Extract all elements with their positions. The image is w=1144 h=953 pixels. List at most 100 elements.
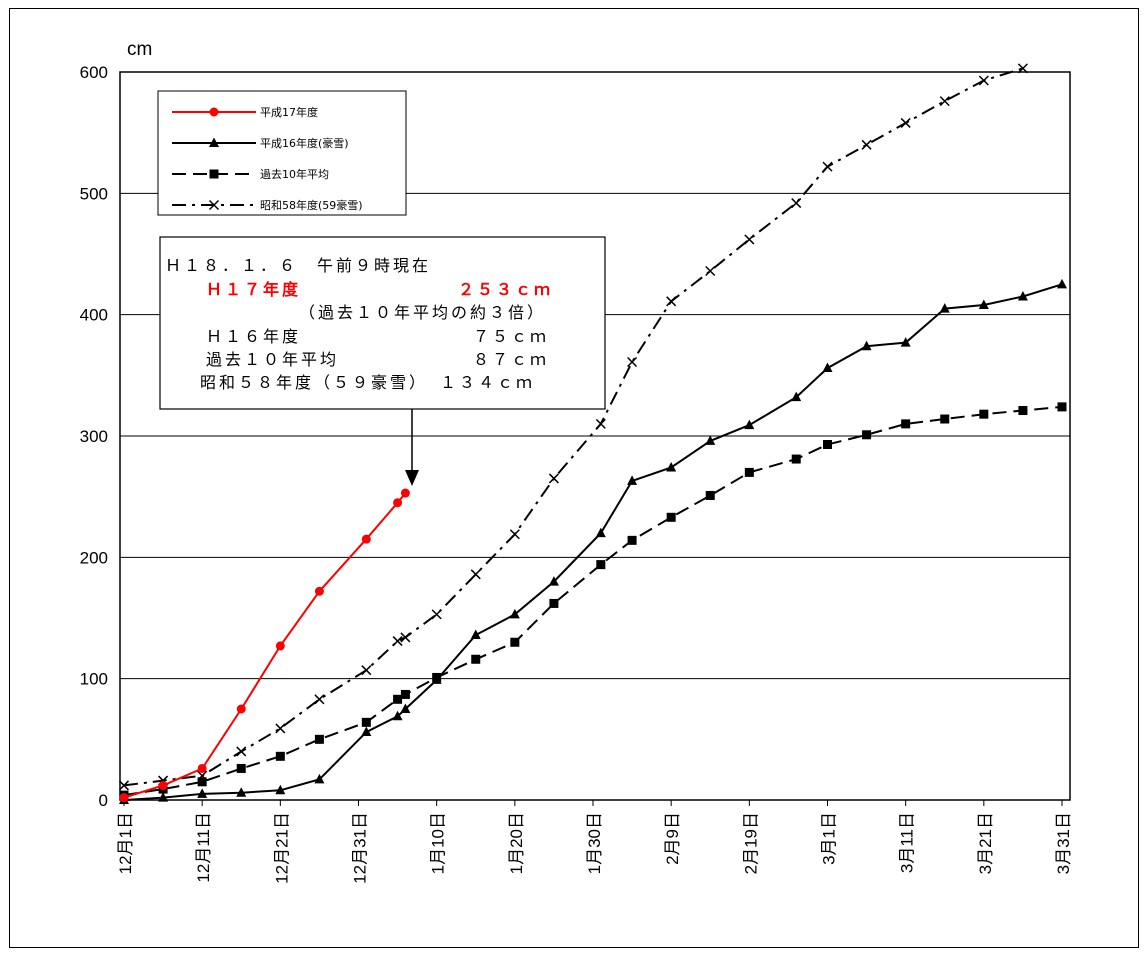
annotation-h17-label: Ｈ１７年度 — [206, 280, 301, 299]
data-point — [744, 419, 755, 430]
legend-label: 過去10年平均 — [260, 167, 329, 181]
y-axis-unit-label: cm — [127, 39, 152, 60]
data-point — [431, 674, 442, 684]
annotation-s58-value: １３４ｃｍ — [440, 373, 535, 392]
legend-label: 昭和58年度(59豪雪) — [260, 198, 363, 212]
data-point — [393, 694, 403, 704]
data-point — [666, 296, 677, 307]
data-point — [275, 723, 286, 734]
data-point — [197, 788, 208, 798]
annotation-avg-value: ８７ｃｍ — [473, 350, 549, 369]
data-point — [744, 467, 754, 477]
legend-label: 平成16年度(豪雪) — [260, 136, 349, 150]
data-point — [361, 665, 372, 676]
annotation-callout: Ｈ１８．１．６ 午前９時現在 Ｈ１７年度 ２５３ｃｍ （過去１０年平均の約３倍）… — [159, 236, 606, 486]
data-point — [361, 717, 371, 727]
data-point — [314, 734, 324, 744]
data-point — [627, 475, 638, 485]
x-tick-label: 12月21日 — [272, 812, 291, 884]
data-point — [400, 632, 411, 643]
data-point — [627, 535, 637, 545]
data-point — [1017, 290, 1028, 301]
data-point — [236, 787, 247, 797]
data-point — [470, 569, 481, 580]
data-point — [236, 746, 247, 757]
x-tick-label: 3月31日 — [1054, 812, 1073, 874]
x-tick-label: 1月30日 — [585, 812, 604, 874]
data-point — [361, 726, 372, 737]
data-point — [744, 234, 755, 245]
data-point — [939, 303, 950, 313]
annotation-box — [159, 236, 606, 410]
series-layer — [118, 63, 1067, 804]
annotation-arrow-head — [405, 470, 419, 486]
y-tick-label: 400 — [80, 306, 108, 325]
annotation-h16-value: ７５ｃｍ — [473, 327, 549, 346]
data-point — [431, 609, 442, 620]
data-point — [705, 490, 715, 500]
data-point — [705, 265, 716, 277]
data-point — [548, 473, 559, 484]
data-point — [595, 527, 606, 538]
data-point — [822, 362, 833, 373]
annotation-s58-label: 昭和５８年度（５９豪雪） — [200, 373, 428, 392]
data-point — [275, 641, 285, 651]
data-point — [823, 439, 832, 449]
data-point — [627, 356, 638, 368]
legend-swatch-marker — [208, 199, 220, 211]
data-point — [509, 608, 520, 619]
data-point — [392, 636, 403, 647]
data-point — [119, 793, 129, 803]
series-0 — [119, 488, 410, 803]
annotation-date: Ｈ１８．１．６ 午前９時現在 — [165, 256, 431, 275]
x-tick-label: 1月10日 — [429, 812, 448, 874]
data-point — [1057, 402, 1067, 412]
data-point — [595, 418, 606, 429]
y-tick-label: 300 — [80, 427, 108, 446]
data-point — [979, 409, 989, 419]
data-point — [978, 299, 989, 309]
legend-item: 平成17年度 — [172, 105, 318, 119]
data-point — [596, 560, 606, 570]
data-point — [361, 534, 371, 544]
x-axis-ticks: 12月1日 12月11日 12月21日 12月31日 1月10日 1月20日 1月30日 2月… — [116, 800, 1073, 884]
data-point — [861, 139, 872, 150]
data-point — [791, 198, 802, 209]
annotation-note: （過去１０年平均の約３倍） — [299, 303, 546, 322]
data-point — [549, 598, 559, 608]
series-line — [123, 283, 1063, 801]
data-point — [1017, 63, 1028, 74]
data-point — [197, 763, 207, 773]
annotation-h16-label: Ｈ１６年度 — [206, 327, 301, 346]
y-tick-label: 200 — [80, 548, 108, 567]
data-point — [118, 780, 130, 791]
data-point — [314, 773, 325, 784]
data-point — [314, 586, 324, 596]
plot-area-border — [119, 71, 1071, 801]
x-tick-label: 12月31日 — [351, 812, 370, 884]
data-point — [861, 340, 872, 351]
data-point — [901, 419, 911, 429]
data-point — [548, 576, 559, 586]
legend-item: 平成16年度(豪雪) — [172, 136, 349, 150]
data-point — [939, 96, 950, 107]
data-point — [392, 710, 403, 721]
data-point — [393, 498, 403, 508]
data-point — [400, 488, 410, 498]
data-point — [400, 689, 410, 699]
legend-item: 昭和58年度(59豪雪) — [172, 198, 363, 212]
x-tick-label: 3月11日 — [898, 812, 917, 873]
data-point — [314, 694, 325, 705]
data-point — [236, 704, 246, 714]
data-point — [822, 161, 833, 172]
x-tick-label: 12月1日 — [116, 812, 135, 874]
data-point — [862, 430, 872, 440]
data-point — [400, 703, 411, 713]
data-point — [978, 75, 989, 86]
annotation-avg-label: 過去１０年平均 — [206, 350, 339, 369]
x-tick-label: 2月9日 — [663, 812, 682, 865]
data-point — [471, 654, 481, 664]
x-tick-label: 12月11日 — [194, 812, 213, 883]
